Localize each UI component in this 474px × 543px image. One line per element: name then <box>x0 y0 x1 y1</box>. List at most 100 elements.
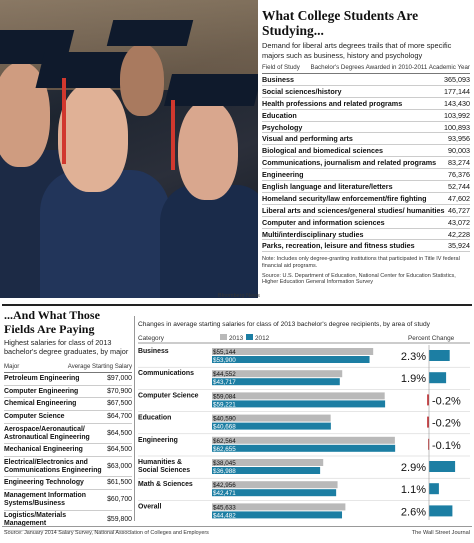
bar-label-2013: $59,084 <box>213 393 236 400</box>
change-bar <box>427 394 429 406</box>
footer-divider <box>2 526 472 527</box>
degree-count: 42,228 <box>448 229 470 239</box>
bar-2012 <box>212 489 337 497</box>
degree-count: 365,093 <box>444 74 470 84</box>
degree-row: Psychology 100,893 <box>262 122 470 134</box>
degree-count: 46,727 <box>448 205 470 215</box>
chart-change-header: Percent Change <box>408 335 455 342</box>
degrees-col-field: Field of Study <box>262 64 300 71</box>
chart-category-label: Social Sciences <box>138 467 190 474</box>
degree-field: English language and literature/letters <box>262 181 393 191</box>
salary-value: $59,800 <box>107 516 132 524</box>
degree-row: English language and literature/letters 5… <box>262 181 470 193</box>
degree-row: Parks, recreation, leisure and fitness s… <box>262 240 470 253</box>
salaries-subtitle: Highest salaries for class of 2013 bache… <box>4 338 129 356</box>
degree-count: 76,376 <box>448 170 470 180</box>
bar-2012 <box>212 467 321 474</box>
chart-category-label: Computer Science <box>138 392 199 399</box>
bar-label-2013: $40,590 <box>213 416 236 423</box>
degree-count: 52,744 <box>448 181 470 191</box>
change-label: 1.1% <box>401 484 426 496</box>
bar-2012 <box>212 400 386 408</box>
bar-label-2012: $42,471 <box>213 490 236 497</box>
degree-field: Biological and biomedical sciences <box>262 146 384 156</box>
degree-row: Computer and information sciences 43,072 <box>262 217 470 229</box>
cap-shape <box>164 74 258 106</box>
degrees-source: Source: U.S. Department of Education, Na… <box>262 272 456 286</box>
change-bar <box>429 461 456 472</box>
bar-label-2012: $59,221 <box>213 401 236 408</box>
salary-row: Mechanical Engineering $64,500 <box>4 444 132 457</box>
degree-field: Social sciences/history <box>262 86 342 96</box>
graduates-photo <box>0 0 258 298</box>
degree-count: 43,072 <box>448 217 470 227</box>
bar-2013 <box>212 370 343 378</box>
degree-count: 47,602 <box>448 193 470 203</box>
footer-publisher: The Wall Street Journal <box>411 530 470 536</box>
degree-field: Multi/interdisciplinary studies <box>262 229 364 239</box>
change-bar <box>429 350 450 361</box>
degree-count: 83,274 <box>448 158 470 168</box>
salary-major: Logistics/Materials Management <box>4 512 67 528</box>
face-shape <box>58 82 128 192</box>
degree-field: Psychology <box>262 122 303 132</box>
degree-count: 177,144 <box>444 86 470 96</box>
change-bar <box>429 483 439 495</box>
change-label: 1.9% <box>401 373 426 385</box>
salary-value: $97,000 <box>107 374 132 382</box>
tassel-shape <box>62 78 66 164</box>
degree-field: Visual and performing arts <box>262 134 353 144</box>
degree-field: Liberal arts and sciences/general studie… <box>262 205 445 215</box>
bar-label-2013: $55,144 <box>213 349 236 356</box>
bar-2013 <box>212 436 395 444</box>
bar-2012 <box>212 422 331 430</box>
bar-label-2013: $44,552 <box>213 371 236 378</box>
degree-count: 103,992 <box>444 110 470 120</box>
bar-2013 <box>212 481 338 489</box>
salary-row: Management Information Systems/Business $… <box>4 490 132 511</box>
salary-major: Chemical Engineering <box>4 400 77 408</box>
degree-count: 35,924 <box>448 241 470 251</box>
salary-value: $70,900 <box>107 387 132 395</box>
salaries-rows: Petroleum Engineering $97,000 Computer Eng… <box>4 373 132 532</box>
degree-count: 93,956 <box>448 134 470 144</box>
chart-category-label: Overall <box>138 503 161 510</box>
salary-major: Mechanical Engineering <box>4 446 83 454</box>
degrees-subtitle: Demand for liberal arts degrees trails t… <box>262 41 452 60</box>
gown-shape <box>40 170 170 298</box>
bar-label-2012: $36,988 <box>213 468 236 475</box>
chart-category-label: Humanities & <box>138 459 182 466</box>
legend-swatch-2012 <box>246 334 253 340</box>
degree-field: Health professions and related programs <box>262 98 403 108</box>
bar-2013 <box>212 348 374 355</box>
chart-category-label: Communications <box>138 370 194 377</box>
change-label: -0.2% <box>432 395 461 407</box>
degrees-section: What College Students Are Studying... De… <box>262 8 470 286</box>
salary-major: Engineering Technology <box>4 479 84 487</box>
salaries-title: ...And What Those Fields Are Paying <box>4 308 100 336</box>
tassel-shape <box>171 100 175 170</box>
salary-row: Logistics/Materials Management $59,800 <box>4 511 132 532</box>
degree-field: Computer and information sciences <box>262 217 385 227</box>
face-shape <box>120 44 164 116</box>
salary-row: Aerospace/Aeronautical/ Astronautical En… <box>4 424 132 445</box>
footer-source: Source: January 2014 Salary Survey, Nati… <box>4 530 209 536</box>
photo-credit: Bloomberg News <box>218 293 260 299</box>
degree-field: Homeland security/law enforcement/fire f… <box>262 193 427 203</box>
bar-2013 <box>212 392 385 400</box>
bar-label-2012: $43,717 <box>213 379 236 386</box>
salary-major: Management Information Systems/Business <box>4 491 86 507</box>
degree-row: Business 365,093 <box>262 74 470 86</box>
salary-value: $60,700 <box>107 495 132 503</box>
bar-2013 <box>212 414 331 422</box>
bar-label-2013: $62,564 <box>213 438 236 445</box>
salary-row: Chemical Engineering $67,500 <box>4 398 132 412</box>
salary-major: Electrical/Electronics and Communication… <box>4 458 102 474</box>
degrees-rows: Business 365,093 Social sciences/history 17… <box>262 74 470 253</box>
degree-field: Engineering <box>262 170 304 180</box>
salaries-col-major: Major <box>4 363 20 370</box>
chart-category-label: Math & Sciences <box>138 481 193 488</box>
bar-2013 <box>212 503 346 511</box>
degree-field: Education <box>262 110 297 120</box>
bar-label-2012: $62,655 <box>213 446 236 453</box>
